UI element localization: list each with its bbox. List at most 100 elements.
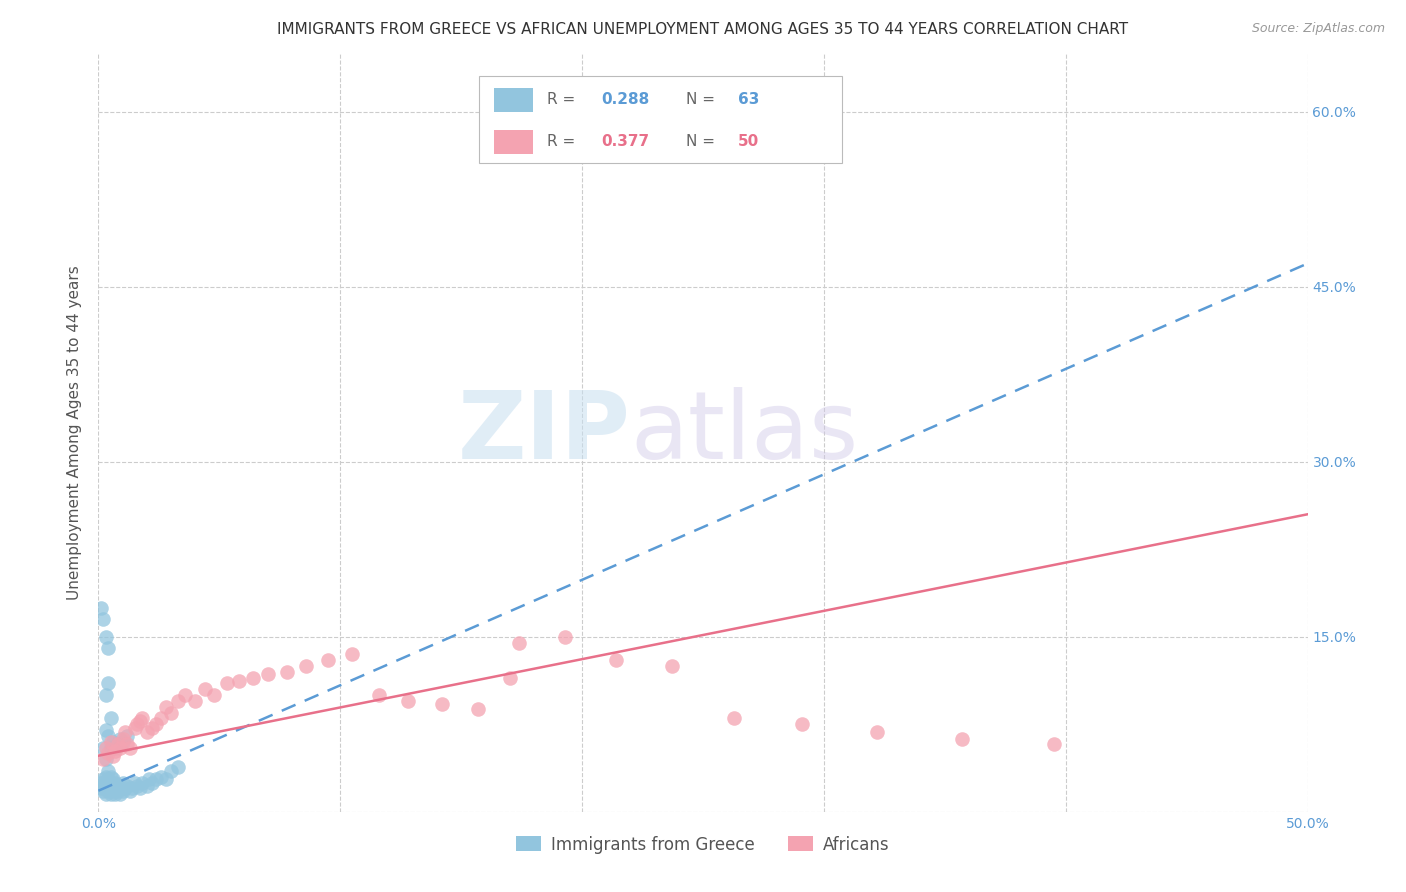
Point: [104, 775, 127, 789]
Point: [256, 667, 278, 681]
Point: [1042, 737, 1064, 751]
Point: [228, 674, 250, 689]
Point: [100, 787, 122, 801]
Point: [128, 781, 150, 796]
Point: [97, 641, 120, 656]
Point: [141, 775, 163, 789]
Point: [114, 781, 136, 796]
Point: [276, 665, 298, 679]
Point: [145, 717, 167, 731]
Text: ZIP: ZIP: [457, 386, 630, 479]
Text: 0.377: 0.377: [602, 134, 650, 149]
Point: [97, 729, 120, 743]
Point: [97, 747, 120, 761]
Point: [108, 732, 131, 747]
Point: [94, 723, 117, 737]
Point: [107, 783, 129, 797]
Point: [107, 737, 129, 751]
Point: [90, 600, 112, 615]
Point: [90, 781, 112, 796]
Point: [150, 711, 173, 725]
Point: [467, 702, 489, 716]
Point: [100, 711, 122, 725]
Point: [194, 682, 217, 697]
Point: [127, 717, 149, 731]
Text: 63: 63: [738, 92, 759, 107]
Point: [547, 128, 569, 143]
Point: [107, 779, 129, 793]
Point: [114, 725, 136, 739]
Point: [100, 775, 122, 789]
Point: [866, 725, 889, 739]
Text: 50: 50: [738, 134, 759, 149]
Point: [104, 781, 127, 796]
Point: [100, 781, 122, 796]
Point: [108, 740, 131, 755]
Point: [97, 676, 120, 690]
Point: [430, 698, 453, 712]
Point: [107, 737, 129, 751]
Point: [508, 635, 530, 649]
Point: [111, 735, 134, 749]
Point: [100, 740, 122, 755]
Point: [90, 775, 112, 789]
Text: Source: ZipAtlas.com: Source: ZipAtlas.com: [1251, 22, 1385, 36]
Point: [167, 760, 190, 774]
Point: [97, 779, 120, 793]
Point: [160, 764, 183, 778]
Point: [342, 647, 364, 661]
Point: [215, 676, 238, 690]
Point: [396, 694, 419, 708]
Point: [118, 740, 141, 755]
Point: [145, 772, 167, 786]
Point: [131, 711, 153, 725]
Point: [160, 706, 183, 720]
Point: [91, 772, 114, 786]
Point: [155, 772, 177, 786]
Point: [97, 783, 120, 797]
Point: [368, 688, 391, 702]
FancyBboxPatch shape: [479, 77, 842, 163]
Point: [135, 725, 157, 739]
Point: [108, 781, 131, 796]
Point: [104, 740, 127, 755]
Point: [124, 721, 146, 735]
Point: [94, 781, 117, 796]
Point: [91, 612, 114, 626]
Point: [661, 659, 683, 673]
Point: [94, 752, 117, 766]
Point: [605, 653, 627, 667]
Point: [91, 740, 114, 755]
Text: IMMIGRANTS FROM GREECE VS AFRICAN UNEMPLOYMENT AMONG AGES 35 TO 44 YEARS CORRELA: IMMIGRANTS FROM GREECE VS AFRICAN UNEMPL…: [277, 22, 1129, 37]
Point: [117, 737, 139, 751]
Point: [94, 740, 117, 755]
Point: [121, 781, 143, 796]
Point: [97, 772, 120, 786]
Point: [554, 630, 576, 644]
Point: [723, 711, 745, 725]
Point: [101, 748, 124, 763]
Point: [91, 783, 114, 797]
Point: [184, 694, 207, 708]
Point: [104, 787, 127, 801]
Text: R =: R =: [547, 92, 581, 107]
FancyBboxPatch shape: [494, 129, 533, 153]
Point: [111, 732, 134, 747]
Text: atlas: atlas: [630, 386, 859, 479]
Text: N =: N =: [686, 134, 720, 149]
Point: [111, 783, 134, 797]
Point: [101, 783, 124, 797]
Point: [97, 764, 120, 778]
Point: [138, 772, 160, 786]
Point: [91, 752, 114, 766]
Point: [167, 694, 190, 708]
Y-axis label: Unemployment Among Ages 35 to 44 years: Unemployment Among Ages 35 to 44 years: [67, 265, 83, 600]
Point: [124, 775, 146, 789]
Point: [950, 732, 973, 747]
Point: [100, 770, 122, 784]
Point: [127, 779, 149, 793]
Point: [204, 688, 226, 702]
FancyBboxPatch shape: [494, 87, 533, 112]
Text: R =: R =: [547, 134, 581, 149]
Point: [498, 671, 520, 685]
